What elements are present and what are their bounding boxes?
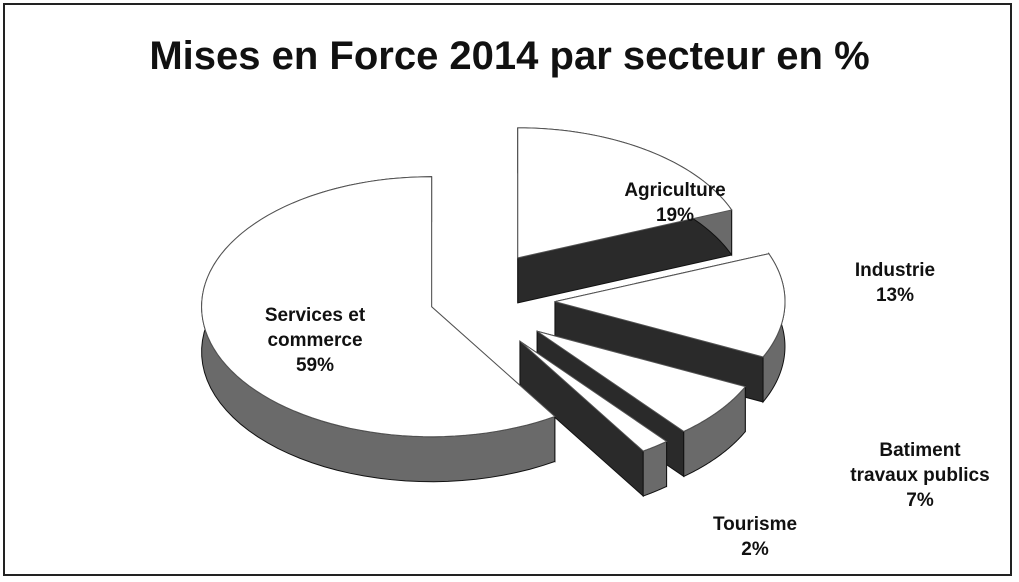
slice <box>536 330 747 432</box>
value-label: 19% <box>655 205 695 226</box>
category-label: Batiment travaux publics <box>850 440 990 486</box>
chart-frame <box>3 3 1012 576</box>
slice-label: Services et commerce 59% <box>240 303 390 378</box>
slice-label: Industrie 13% <box>835 258 955 308</box>
slice-label: Agriculture 19% <box>605 178 745 228</box>
category-label: Industrie <box>854 260 936 281</box>
value-label: 59% <box>295 355 335 376</box>
value-label: 2% <box>741 539 769 560</box>
slice-label: Tourisme 2% <box>690 512 820 562</box>
slice <box>519 340 668 452</box>
chart-title: Mises en Force 2014 par secteur en % <box>149 34 870 78</box>
slice <box>554 253 786 358</box>
category-label: Tourisme <box>712 514 798 535</box>
value-label: 13% <box>875 285 915 306</box>
category-label: Agriculture <box>624 180 726 201</box>
slice <box>201 176 556 438</box>
value-label: 7% <box>906 490 934 511</box>
slice <box>517 127 733 259</box>
slice-label: Batiment travaux publics 7% <box>845 438 995 513</box>
category-label: Services et commerce <box>264 305 366 351</box>
